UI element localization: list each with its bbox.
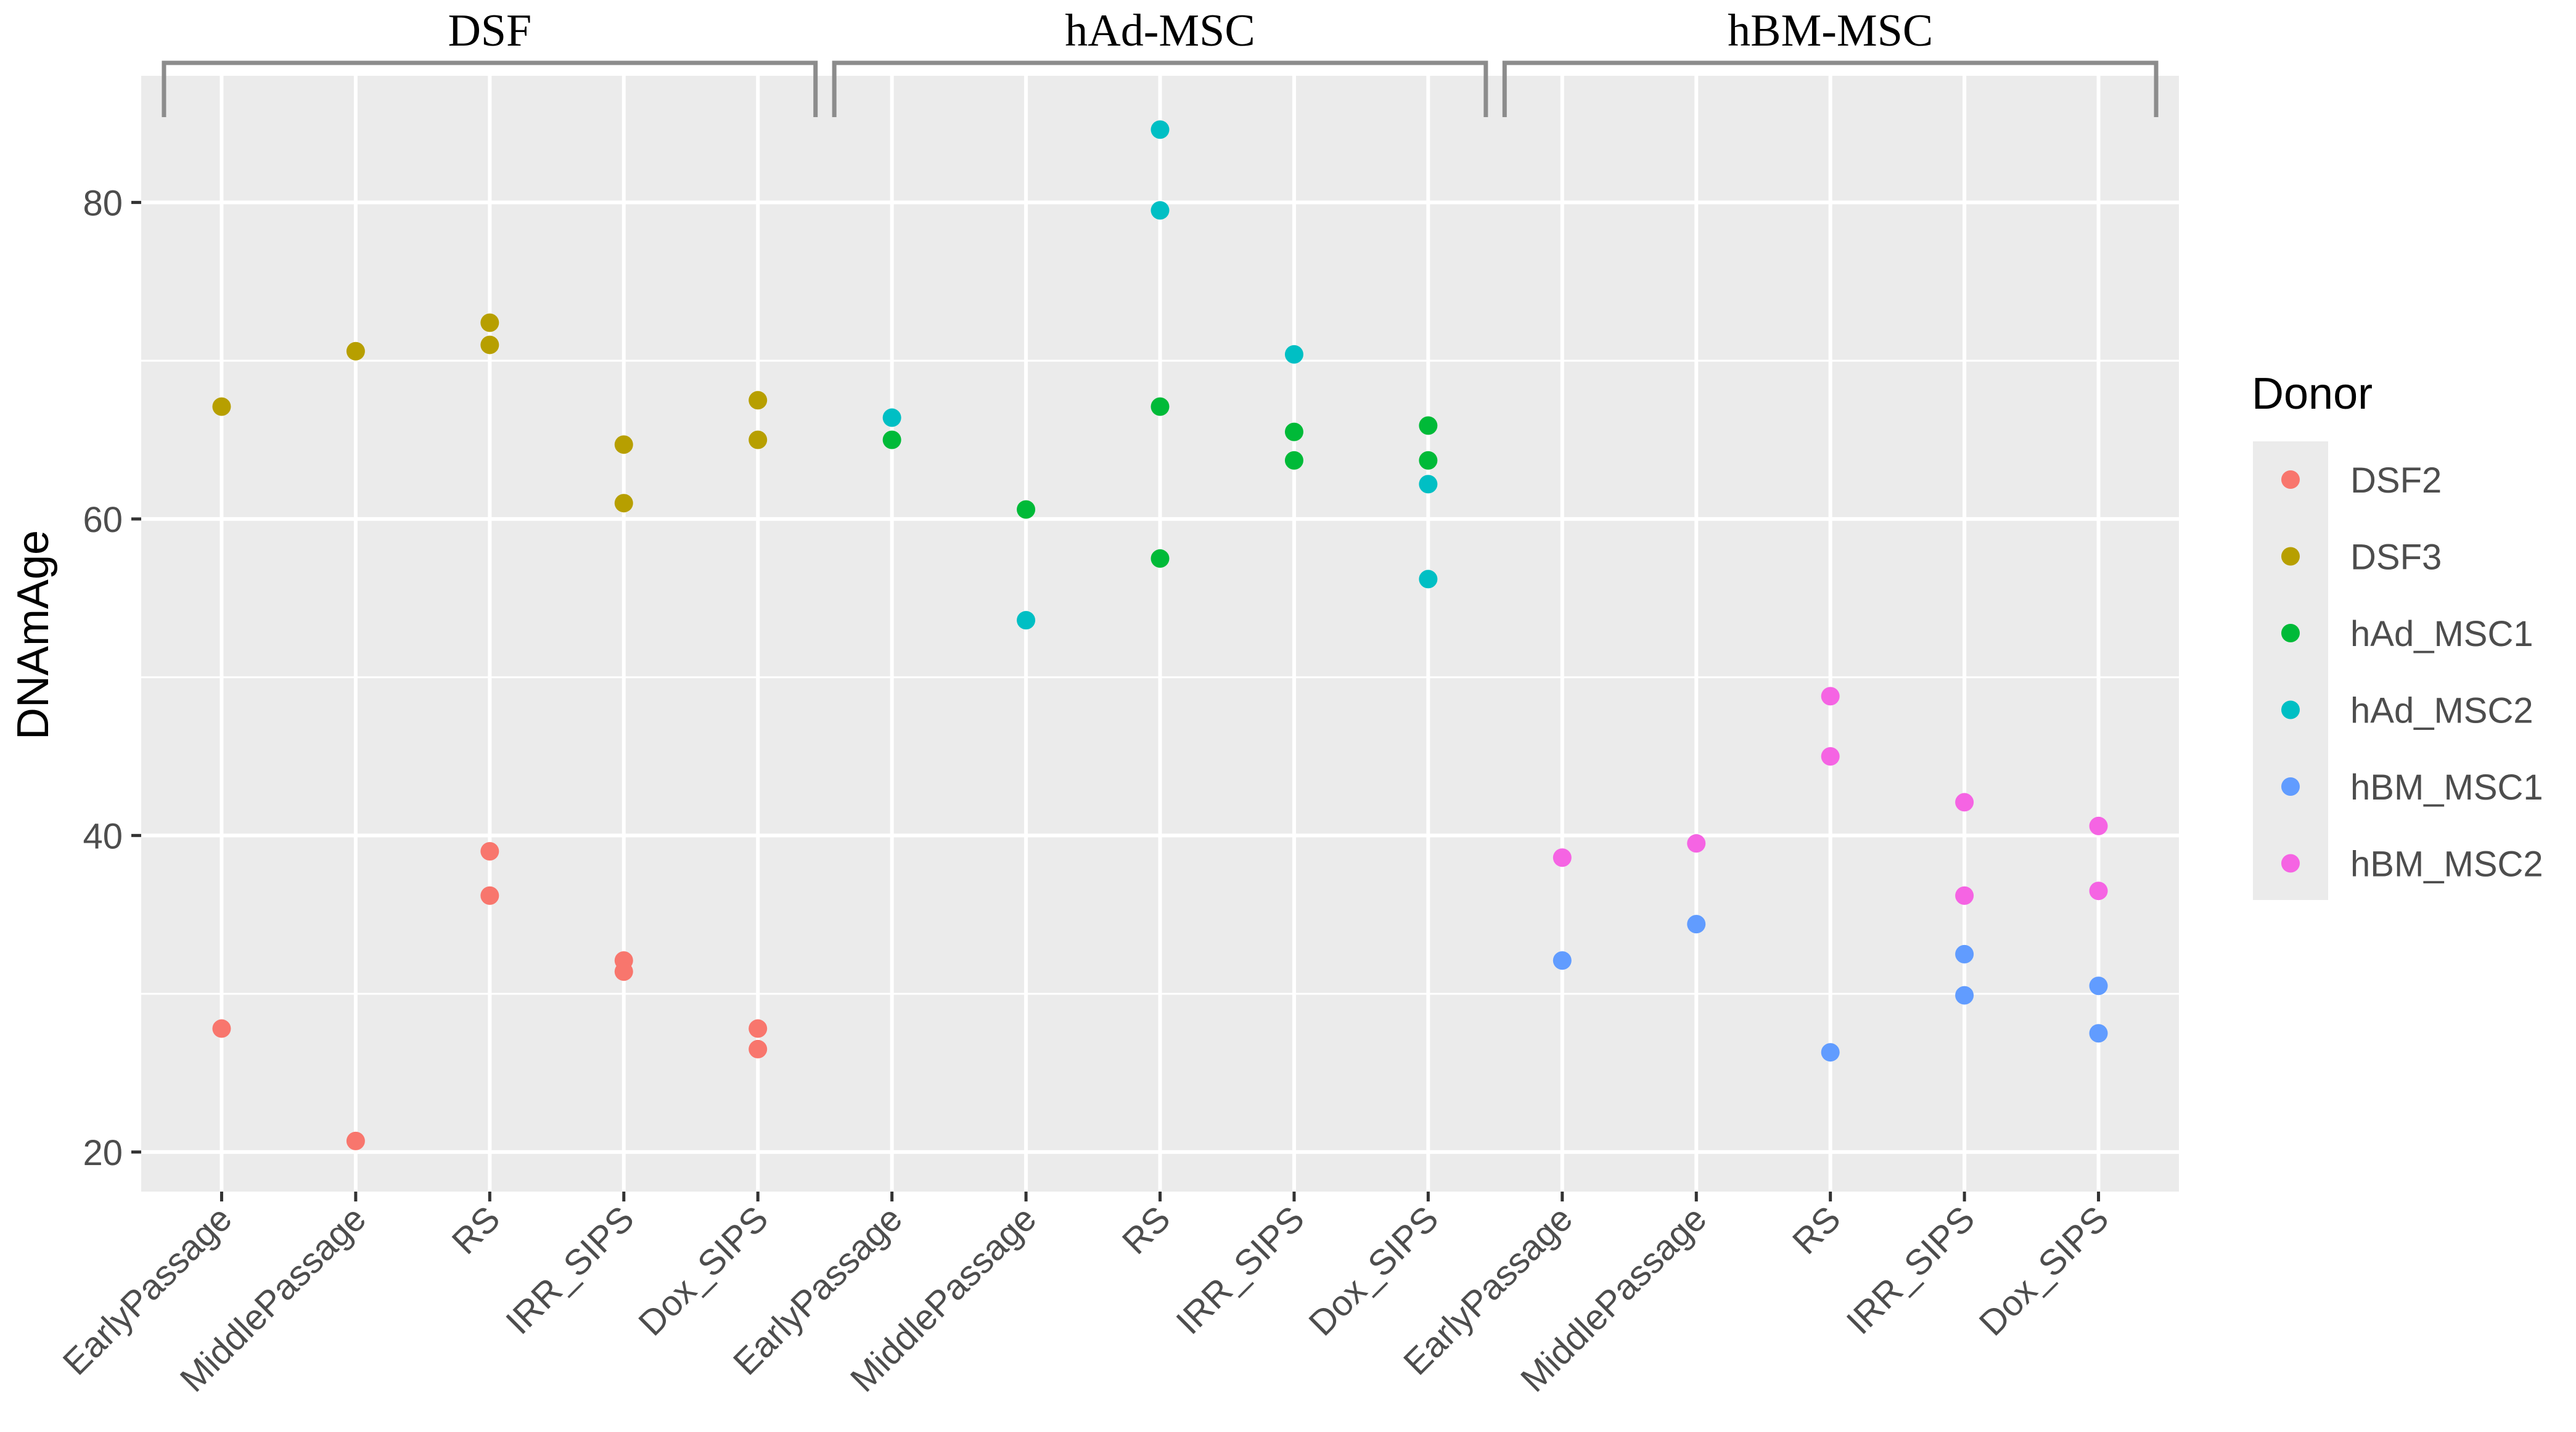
data-point-had-msc1 bbox=[1419, 416, 1438, 435]
data-point-had-msc1 bbox=[1151, 549, 1170, 568]
legend-key bbox=[2281, 777, 2300, 796]
group-label: DSF bbox=[448, 6, 531, 56]
data-point-hbm-msc2 bbox=[1955, 886, 1974, 905]
data-point-had-msc1 bbox=[882, 430, 901, 449]
data-point-had-msc2 bbox=[1017, 611, 1036, 630]
group-label: hBM-MSC bbox=[1728, 6, 1933, 56]
data-point-hbm-msc2 bbox=[1821, 747, 1840, 766]
data-point-had-msc2 bbox=[1419, 570, 1438, 589]
y-tick-label: 20 bbox=[83, 1133, 123, 1173]
legend-key bbox=[2281, 854, 2300, 873]
legend-label: hAd_MSC1 bbox=[2350, 614, 2533, 654]
data-point-had-msc2 bbox=[882, 408, 901, 427]
data-point-hbm-msc1 bbox=[1687, 915, 1706, 934]
group-brackets: DSF hAd-MSC hBM-MSC bbox=[162, 6, 2159, 117]
y-tick-label: 80 bbox=[83, 183, 123, 223]
data-point-hbm-msc2 bbox=[2089, 882, 2108, 901]
data-point-dsf3 bbox=[749, 430, 768, 449]
data-point-dsf3 bbox=[749, 391, 768, 410]
y-axis: 20 40 60 80 bbox=[83, 183, 141, 1173]
legend-title: Donor bbox=[2252, 369, 2373, 419]
group-label: hAd-MSC bbox=[1065, 6, 1255, 56]
data-point-dsf2 bbox=[480, 842, 499, 861]
y-axis-label: DNAmAge bbox=[9, 530, 58, 740]
data-point-had-msc1 bbox=[1151, 397, 1170, 416]
data-point-had-msc2 bbox=[1151, 120, 1170, 139]
data-point-had-msc1 bbox=[1284, 451, 1303, 470]
data-point-had-msc2 bbox=[1419, 475, 1438, 494]
legend-key bbox=[2281, 470, 2300, 489]
data-point-dsf3 bbox=[480, 313, 499, 332]
legend-label: DSF2 bbox=[2350, 460, 2442, 501]
data-points bbox=[212, 120, 2108, 1150]
legend-key bbox=[2281, 547, 2300, 566]
data-point-hbm-msc2 bbox=[1955, 793, 1974, 812]
data-point-dsf3 bbox=[212, 397, 231, 416]
group-bracket bbox=[1502, 60, 2159, 117]
legend-key bbox=[2281, 700, 2300, 719]
legend-key bbox=[2281, 624, 2300, 642]
data-point-hbm-msc2 bbox=[2089, 816, 2108, 835]
y-tick-label: 40 bbox=[83, 816, 123, 856]
data-point-hbm-msc1 bbox=[2089, 976, 2108, 996]
data-point-dsf2 bbox=[346, 1131, 365, 1150]
data-point-dsf2 bbox=[614, 962, 633, 981]
data-point-dsf3 bbox=[614, 435, 633, 454]
data-point-hbm-msc1 bbox=[1553, 951, 1572, 970]
data-point-hbm-msc1 bbox=[1955, 944, 1974, 964]
data-point-had-msc2 bbox=[1284, 345, 1303, 364]
data-point-hbm-msc1 bbox=[2089, 1024, 2108, 1043]
legend-label: hAd_MSC2 bbox=[2350, 691, 2533, 731]
group-bracket bbox=[832, 60, 1488, 117]
data-point-had-msc2 bbox=[1151, 201, 1170, 220]
data-point-had-msc1 bbox=[1419, 451, 1438, 470]
data-point-hbm-msc1 bbox=[1955, 986, 1974, 1005]
data-point-dsf2 bbox=[749, 1019, 768, 1038]
data-point-dsf2 bbox=[480, 886, 499, 905]
data-point-dsf3 bbox=[480, 335, 499, 354]
legend-key-background bbox=[2253, 441, 2328, 900]
legend-label: DSF3 bbox=[2350, 538, 2442, 578]
legend: Donor DSF2 DSF3 hAd_MSC1 hAd_MSC2 hBM_MSC1 hB… bbox=[2252, 369, 2543, 900]
data-point-dsf2 bbox=[212, 1019, 231, 1038]
data-point-dsf3 bbox=[614, 494, 633, 513]
data-point-hbm-msc2 bbox=[1687, 834, 1706, 853]
data-point-hbm-msc2 bbox=[1821, 687, 1840, 706]
legend-label: hBM_MSC1 bbox=[2350, 767, 2543, 808]
data-point-had-msc1 bbox=[1017, 500, 1036, 519]
data-point-dsf2 bbox=[749, 1039, 768, 1058]
data-point-had-msc1 bbox=[1284, 422, 1303, 441]
data-point-dsf3 bbox=[346, 342, 365, 361]
legend-label: hBM_MSC2 bbox=[2350, 845, 2543, 885]
data-point-hbm-msc1 bbox=[1821, 1043, 1840, 1062]
y-tick-label: 60 bbox=[83, 500, 123, 540]
group-bracket bbox=[162, 60, 818, 117]
data-point-hbm-msc2 bbox=[1553, 848, 1572, 867]
